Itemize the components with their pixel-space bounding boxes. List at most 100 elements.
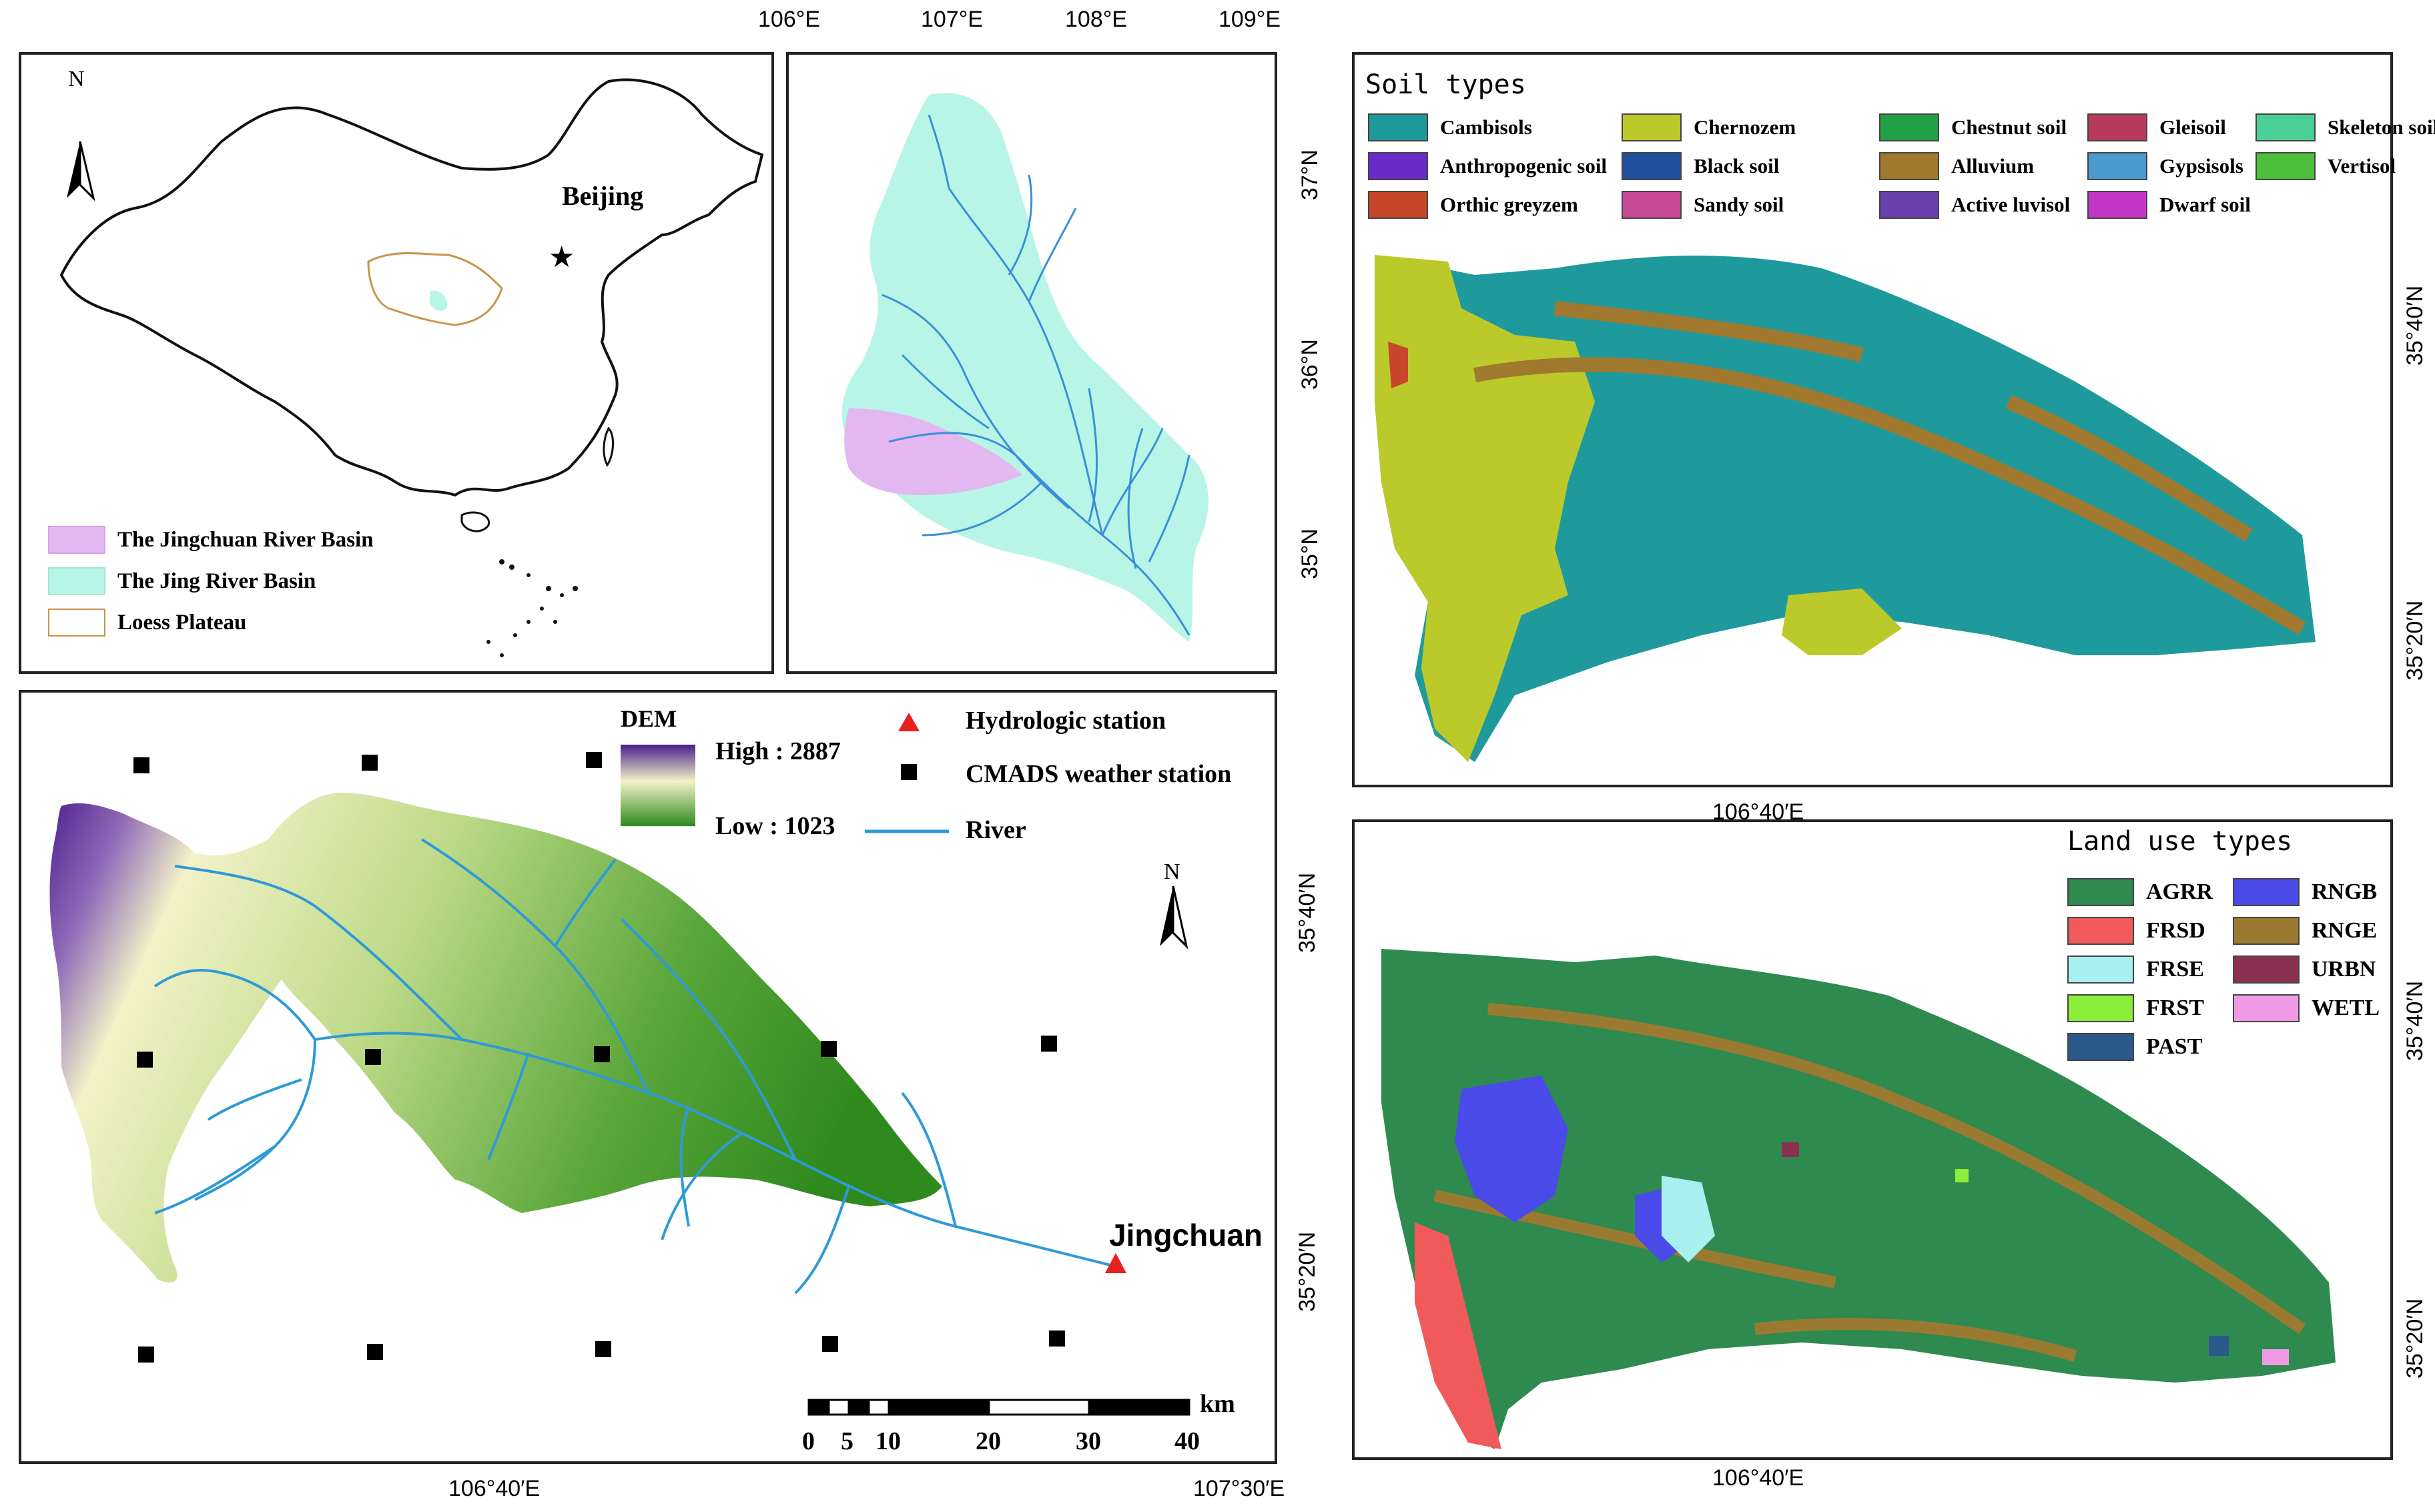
landuse-region-urbn	[1782, 1142, 1799, 1157]
jing-river-network	[882, 114, 1190, 636]
legend-label: Black soil	[1694, 154, 1780, 177]
soil-legend-item: Gleisoil	[2087, 113, 2226, 141]
soil-legend-title: Soil types	[1365, 69, 1526, 100]
legend-item-jing-basin: The Jing River Basin	[48, 567, 316, 595]
city-label-beijing: Beijing	[562, 181, 644, 211]
legend-label: Active luvisol	[1951, 193, 2071, 216]
soil-region-cambisols	[1375, 255, 2316, 762]
jing-basin-panel	[786, 52, 1277, 674]
legend-swatch	[2067, 1033, 2134, 1061]
cmads-legend-label: CMADS weather station	[966, 760, 1232, 788]
south-sea-islands	[486, 559, 578, 657]
soil-legend-item: Orthic greyzem	[1368, 191, 1578, 219]
legend-swatch	[2087, 152, 2147, 180]
legend-swatch	[48, 526, 105, 554]
legend-swatch	[2067, 994, 2134, 1022]
legend-label: Vertisol	[2328, 154, 2396, 177]
legend-label: The Jingchuan River Basin	[117, 527, 374, 552]
soil-legend-item: Gypsisols	[2087, 152, 2243, 180]
scale-label: 0	[802, 1427, 815, 1455]
tick-label: 35°20′N	[1295, 1231, 1320, 1312]
legend-label: Dwarf soil	[2159, 193, 2251, 216]
landuse-legend-item: URBN	[2233, 956, 2376, 984]
landuse-region-frst	[1955, 1169, 1969, 1182]
tick-label: 35°N	[1297, 528, 1323, 579]
tick-label: 35°20′N	[2402, 1298, 2428, 1379]
legend-swatch	[1622, 191, 1682, 219]
soil-types-panel: Soil types Cambisols Chernozem Chestnut so…	[1352, 52, 2435, 825]
legend-label: RNGE	[2312, 918, 2378, 943]
legend-label: Chernozem	[1694, 115, 1796, 139]
outlet-label: Jingchuan	[1109, 1218, 1263, 1252]
landuse-legend-item: AGRR	[2067, 878, 2213, 906]
tick-label: 107°30′E	[1193, 1476, 1285, 1501]
soil-legend-item: Chestnut soil	[1879, 113, 2067, 141]
landuse-legend-item: FRSD	[2067, 917, 2205, 945]
landuse-region-rngb	[1455, 1076, 1568, 1222]
dem-high-label: High : 2887	[715, 737, 841, 765]
beijing-star-icon: ★	[549, 241, 575, 274]
soil-legend-item: Sandy soil	[1622, 191, 1784, 219]
legend-label: Cambisols	[1440, 115, 1532, 139]
hydro-legend-label: Hydrologic station	[966, 707, 1166, 735]
scale-label: 20	[976, 1427, 1001, 1455]
legend-swatch	[1368, 113, 1428, 141]
legend-swatch	[48, 567, 105, 595]
soil-map	[1375, 255, 2316, 762]
jing-basin-shape	[430, 290, 448, 311]
dem-legend-ramp	[621, 745, 695, 826]
legend-label: Orthic greyzem	[1440, 193, 1578, 216]
hydrologic-station-marker	[1105, 1253, 1126, 1273]
soil-legend-item: Chernozem	[1622, 113, 1796, 141]
cmads-weather-stations	[133, 752, 1065, 1363]
china-outline-map: ★	[59, 78, 764, 657]
tick-label: 106°E	[758, 7, 821, 32]
tick-label: 106°40′E	[448, 1476, 541, 1501]
soil-region-chernozem	[1375, 255, 1595, 762]
legend-swatch	[1879, 152, 1939, 180]
legend-swatch	[2087, 113, 2147, 141]
legend-swatch	[2233, 878, 2300, 906]
jingchuan-basin-dem	[49, 793, 942, 1282]
landuse-map	[1381, 949, 2336, 1449]
landuse-legend-item: RNGE	[2233, 917, 2377, 945]
landuse-legend-item: FRST	[2067, 994, 2204, 1022]
tick-label: 36°N	[1297, 339, 1323, 390]
legend-swatch	[1368, 152, 1428, 180]
soil-legend-item: Skeleton soil	[2255, 113, 2435, 141]
tick-label: 35°20′N	[2402, 600, 2428, 681]
legend-swatch	[1879, 113, 1939, 141]
landuse-region-wetl	[2262, 1349, 2289, 1365]
legend-label: FRST	[2146, 996, 2204, 1020]
tick-label: 35°40′N	[1295, 872, 1320, 953]
soil-legend-item: Black soil	[1622, 152, 1779, 180]
landuse-region-agrr	[1381, 949, 2336, 1449]
scale-label: 40	[1174, 1427, 1200, 1455]
landuse-legend-item: RNGB	[2233, 878, 2377, 906]
legend-label: PAST	[2146, 1034, 2203, 1059]
legend-item-loess-plateau: Loess Plateau	[48, 609, 246, 637]
legend-swatch	[48, 609, 105, 637]
legend-label: Sandy soil	[1694, 193, 1784, 216]
legend-label: Anthropogenic soil	[1440, 154, 1608, 177]
river-legend-label: River	[966, 816, 1026, 844]
legend-label: AGRR	[2146, 879, 2213, 904]
landuse-region-past	[2209, 1336, 2229, 1356]
scale-unit: km	[1200, 1390, 1235, 1418]
legend-swatch	[2255, 152, 2316, 180]
legend-swatch	[2233, 956, 2300, 984]
dem-legend-title: DEM	[621, 705, 677, 732]
landuse-region-rnge	[1433, 1003, 2306, 1362]
legend-swatch	[2067, 917, 2134, 945]
legend-label: Chestnut soil	[1951, 115, 2067, 139]
tick-label: 108°E	[1065, 7, 1128, 32]
legend-swatch	[2087, 191, 2147, 219]
jing-basin-shape	[841, 93, 1208, 642]
landuse-legend-item: WETL	[2233, 994, 2380, 1022]
legend-swatch	[1368, 191, 1428, 219]
scale-label: 10	[876, 1427, 901, 1455]
legend-swatch	[1622, 152, 1682, 180]
north-label: N	[68, 67, 85, 91]
tick-label: 106°40′E	[1712, 1465, 1804, 1491]
legend-label: URBN	[2312, 957, 2376, 982]
